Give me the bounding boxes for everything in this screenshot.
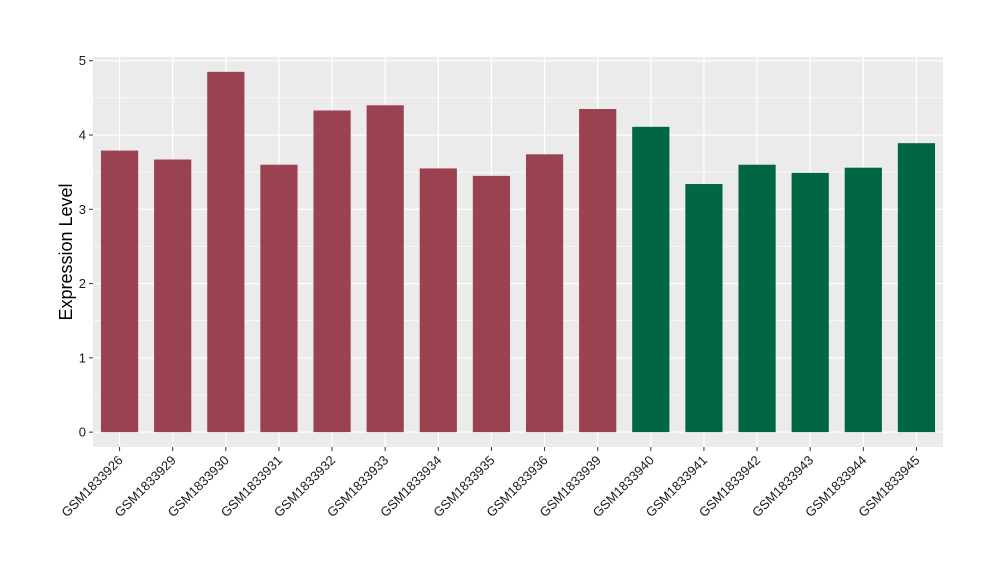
bar-GSM1833926 [100,150,139,433]
y-axis: 0 1 2 3 4 5 [79,53,93,440]
bar-GSM1833944 [844,167,882,433]
bars [100,71,936,433]
y-tick-label: 0 [79,425,86,440]
bar-GSM1833942 [738,164,776,433]
x-axis: GSM1833926GSM1833929GSM1833930GSM1833931… [58,447,923,520]
bar-GSM1833940 [632,126,670,433]
y-tick-label: 5 [79,53,86,68]
y-axis-title: Expression Level [56,183,76,320]
bar-GSM1833945 [897,143,936,433]
bar-GSM1833935 [472,175,511,433]
bar-GSM1833941 [685,184,723,433]
bar-GSM1833939 [579,109,617,433]
bar-GSM1833931 [260,164,298,433]
y-tick-label: 1 [79,350,86,365]
y-tick-label: 3 [79,202,86,217]
y-tick-label: 2 [79,276,86,291]
bar-GSM1833943 [791,172,829,433]
y-tick-label: 4 [79,128,86,143]
bar-GSM1833936 [525,154,564,433]
bar-GSM1833933 [366,105,404,433]
bar-GSM1833932 [313,110,351,433]
bar-GSM1833934 [419,168,457,433]
bar-GSM1833930 [207,71,245,433]
bar-GSM1833929 [154,159,192,433]
